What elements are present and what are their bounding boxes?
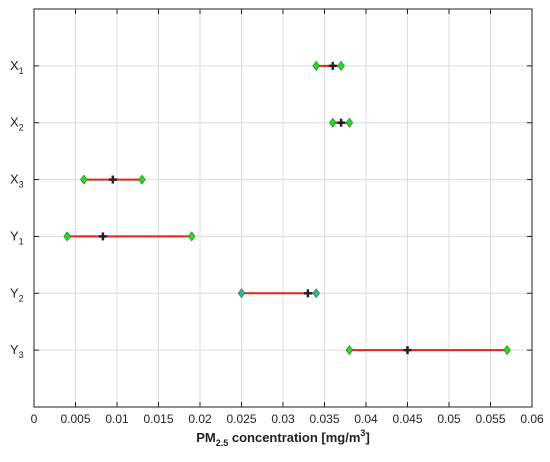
max-marker-y1 bbox=[187, 231, 196, 242]
x-tick-label: 0.045 bbox=[392, 412, 422, 426]
y-axis-category-labels: X1 X2 X3 Y1 Y2 Y3 bbox=[10, 58, 532, 360]
x-tick-label: 0.03 bbox=[271, 412, 295, 426]
max-marker-x2 bbox=[345, 117, 354, 128]
x-tick-label: 0.055 bbox=[475, 412, 505, 426]
min-marker-y1 bbox=[63, 231, 71, 242]
x-tick-label: 0.05 bbox=[437, 412, 461, 426]
min-marker-x3 bbox=[80, 174, 88, 185]
min-marker-x2 bbox=[329, 117, 337, 128]
x-axis-title-superscript: 3 bbox=[360, 428, 365, 438]
x-tick-label: 0.025 bbox=[226, 412, 256, 426]
max-marker-x1 bbox=[337, 60, 345, 71]
category-label-y2: Y2 bbox=[10, 285, 24, 303]
grid-lines bbox=[34, 9, 532, 407]
x-tick-label: 0.02 bbox=[188, 412, 212, 426]
category-label-y3: Y3 bbox=[10, 342, 24, 360]
max-marker-x3 bbox=[138, 174, 146, 185]
max-marker-y2 bbox=[312, 288, 320, 299]
min-marker-y2 bbox=[237, 288, 246, 299]
min-marker-x1 bbox=[312, 60, 320, 71]
x-tick-label: 0.04 bbox=[354, 412, 378, 426]
x-axis-title-subscript: 2.5 bbox=[216, 438, 229, 448]
min-marker-y3 bbox=[345, 345, 354, 356]
x-axis-ticks: 0 0.005 0.01 0.015 0.02 0.025 0.03 0.035 0.04 0.0… bbox=[31, 9, 544, 426]
x-tick-label: 0.01 bbox=[105, 412, 129, 426]
x-axis-title: PM2.5 concentration [mg/m3] bbox=[196, 428, 370, 448]
x-tick-label: 0.06 bbox=[520, 412, 544, 426]
interval-series bbox=[63, 60, 511, 356]
category-label-x3: X3 bbox=[10, 172, 24, 190]
x-tick-label: 0.015 bbox=[143, 412, 173, 426]
category-label-x2: X2 bbox=[10, 115, 24, 133]
x-axis-title-main: PM bbox=[196, 430, 216, 445]
max-marker-y3 bbox=[503, 345, 511, 356]
x-axis-title-close: ] bbox=[365, 430, 369, 445]
x-axis-title-rest: concentration [mg/m bbox=[228, 430, 360, 445]
category-label-x1: X1 bbox=[10, 58, 24, 76]
x-tick-label: 0.035 bbox=[309, 412, 339, 426]
x-tick-label: 0 bbox=[31, 412, 38, 426]
x-tick-label: 0.005 bbox=[60, 412, 90, 426]
category-label-y1: Y1 bbox=[10, 228, 24, 246]
